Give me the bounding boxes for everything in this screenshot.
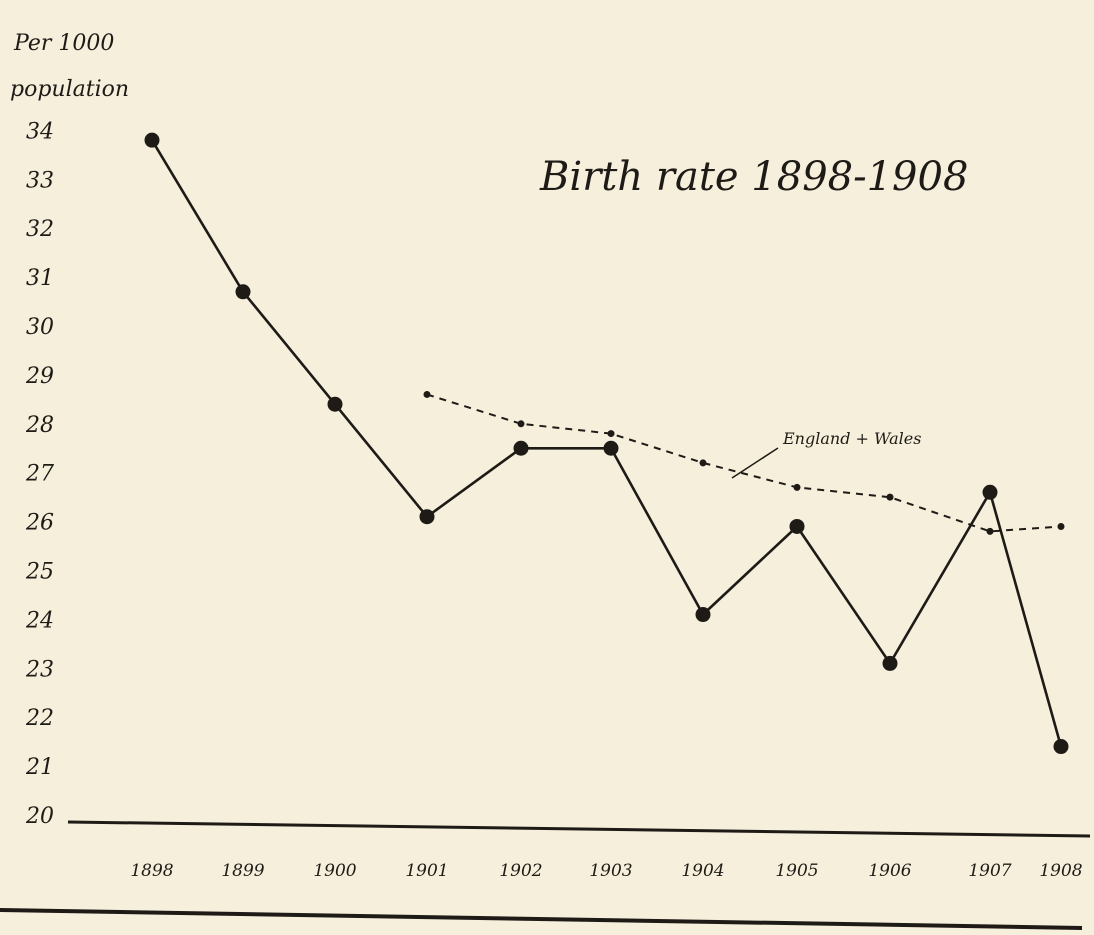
y-tick-label: 33: [26, 168, 54, 193]
data-point-main: [882, 655, 898, 671]
series-label-england-wales: England + Wales: [782, 429, 921, 448]
bottom-rule: [0, 908, 1083, 930]
y-tick-label: 30: [26, 315, 54, 340]
x-tick-label: 1905: [775, 861, 818, 881]
x-tick-label: 1899: [221, 861, 264, 881]
y-tick-label: 31: [26, 266, 54, 291]
data-point-main: [603, 440, 619, 456]
data-point-england-wales: [607, 430, 615, 438]
x-tick-label: 1906: [868, 861, 911, 881]
data-point-england-wales: [423, 390, 431, 398]
data-point-main: [695, 607, 711, 623]
y-tick-label: 24: [25, 608, 54, 633]
data-point-main: [1053, 739, 1069, 755]
data-point-england-wales: [517, 420, 525, 428]
data-point-main: [327, 396, 343, 412]
x-tick-label: 1908: [1039, 861, 1082, 881]
data-point-main: [982, 484, 998, 500]
data-point-england-wales: [886, 493, 894, 501]
x-tick-label: 1900: [313, 861, 356, 881]
x-tick-label: 1904: [681, 861, 724, 881]
y-tick-label: 27: [25, 462, 54, 487]
data-point-england-wales: [1057, 522, 1065, 530]
x-tick-labels: 1898 1899 1900 1901 1902 1903 1904 1905 1906 1907…: [130, 861, 1082, 881]
y-axis-label-line1: Per 1000: [13, 31, 114, 56]
y-tick-label: 22: [25, 706, 54, 731]
y-tick-label: 20: [25, 804, 54, 829]
series-line-england-wales: [426, 393, 1062, 533]
series-layer: [144, 132, 1069, 755]
annotation-leader-line: [731, 447, 779, 479]
data-point-main: [235, 284, 251, 300]
y-tick-labels: 34 33 32 31 30 29 28 27 26 25 24 23 22 21 20: [25, 119, 54, 829]
y-axis-label-line2: population: [10, 77, 129, 102]
data-point-england-wales: [986, 527, 994, 535]
data-point-main: [513, 440, 529, 456]
data-point-main: [789, 518, 805, 534]
chart-title: Birth rate 1898-1908: [539, 154, 968, 200]
x-tick-label: 1902: [499, 861, 542, 881]
y-tick-label: 25: [25, 560, 54, 585]
x-tick-label: 1901: [405, 861, 448, 881]
data-point-main: [144, 132, 160, 148]
data-point-main: [419, 509, 435, 525]
x-tick-label: 1903: [589, 861, 632, 881]
y-tick-label: 28: [25, 413, 54, 438]
x-tick-label: 1898: [130, 861, 173, 881]
y-tick-label: 34: [26, 119, 54, 144]
y-tick-label: 26: [25, 511, 54, 536]
y-tick-label: 23: [25, 657, 54, 682]
series-annotation: England + Wales: [731, 429, 921, 479]
data-point-england-wales: [699, 459, 707, 467]
x-tick-label: 1907: [968, 861, 1011, 881]
data-point-england-wales: [793, 483, 801, 491]
y-tick-label: 21: [25, 755, 54, 780]
y-tick-label: 32: [26, 217, 54, 242]
y-tick-label: 29: [25, 364, 54, 389]
x-axis-baseline: [67, 820, 1091, 838]
